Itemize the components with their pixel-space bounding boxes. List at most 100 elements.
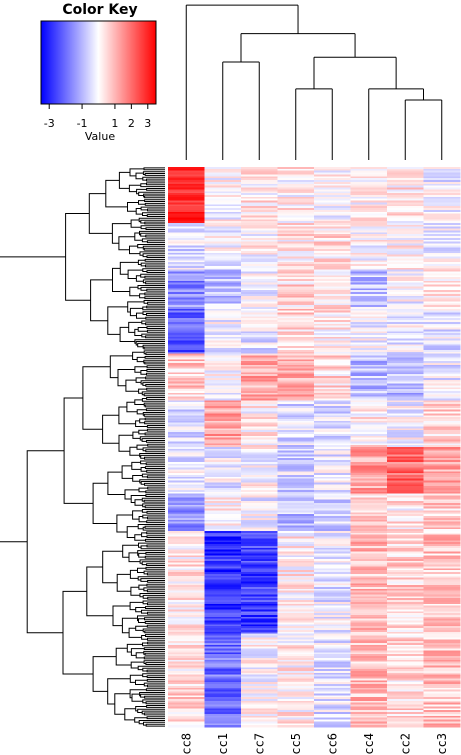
heatmap-cell [423, 671, 461, 674]
heatmap-cell [241, 377, 278, 381]
heatmap-cell [350, 633, 388, 636]
heatmap-cell [241, 628, 278, 631]
heatmap-cell [241, 519, 278, 522]
heatmap-cell [387, 717, 424, 720]
heatmap-cell [387, 265, 424, 269]
heatmap-cell [350, 532, 388, 536]
heatmap-cell [204, 275, 242, 278]
heatmap-cell [241, 620, 278, 623]
heatmap-cell [241, 213, 278, 216]
heatmap-cell [387, 553, 424, 556]
heatmap-cell [204, 391, 242, 394]
row-dendrogram-branch [146, 544, 165, 548]
heatmap-cell [387, 234, 424, 237]
heatmap-cell [314, 376, 351, 379]
heatmap-cell [277, 293, 315, 297]
row-dendrogram-branch [147, 611, 165, 615]
heatmap-cell [350, 521, 388, 524]
heatmap-cell [277, 346, 315, 349]
heatmap-cell [241, 512, 278, 515]
heatmap-cell [387, 473, 424, 476]
heatmap-cell [314, 426, 351, 429]
heatmap-cell [277, 377, 315, 381]
row-dendrogram-branch [127, 202, 139, 212]
heatmap-cell [168, 301, 205, 304]
heatmap-cell [241, 404, 278, 407]
heatmap-cell [277, 624, 315, 627]
row-dendrogram-branch [145, 490, 165, 494]
row-dendrogram-branch [136, 409, 147, 415]
heatmap-cell [423, 525, 461, 528]
heatmap-cell [423, 562, 461, 565]
heatmap-cell [423, 419, 461, 422]
heatmap-cell [387, 172, 424, 175]
heatmap-cell [314, 501, 351, 504]
heatmap-cell [168, 209, 205, 213]
heatmap-cell [168, 366, 205, 369]
heatmap-cell [423, 359, 461, 362]
heatmap-cell [204, 426, 242, 429]
heatmap-cell [204, 538, 242, 541]
heatmap-cell [277, 245, 315, 248]
heatmap-cell [204, 536, 242, 539]
row-dendrogram-branch [128, 184, 141, 193]
heatmap-cell [168, 536, 205, 539]
heatmap-cell [168, 708, 205, 711]
heatmap-cell [387, 359, 424, 362]
heatmap-cell [387, 241, 424, 244]
heatmap-cell [241, 254, 278, 257]
heatmap-cell [241, 465, 278, 468]
heatmap-cell [241, 413, 278, 416]
heatmap-cell [241, 523, 278, 526]
heatmap-cell [423, 693, 461, 696]
heatmap-cell [314, 615, 351, 618]
heatmap-cell [241, 209, 278, 213]
heatmap-cell [314, 667, 351, 670]
heatmap-cell [350, 258, 388, 261]
row-dendrogram-branch [144, 199, 165, 202]
heatmap-cell [423, 381, 461, 384]
heatmap-cell [423, 191, 461, 194]
heatmap-cell [204, 424, 242, 427]
heatmap-cell [168, 404, 205, 407]
heatmap-cell [350, 312, 388, 315]
heatmap-cell [277, 715, 315, 718]
heatmap-cell [350, 325, 388, 328]
heatmap-cell [168, 290, 205, 293]
heatmap-cell [350, 202, 388, 205]
heatmap-cell [168, 643, 205, 646]
heatmap-cell [314, 411, 351, 414]
heatmap-cell [314, 252, 351, 256]
heatmap-cell [241, 622, 278, 625]
heatmap-cell [168, 275, 205, 278]
heatmap-cell [241, 387, 278, 390]
heatmap-cell [350, 195, 388, 198]
heatmap-cell [277, 232, 315, 235]
heatmap-cell [350, 176, 388, 179]
heatmap-cell [314, 534, 351, 537]
heatmap-cell [350, 368, 388, 371]
heatmap-cell [350, 419, 388, 422]
heatmap-cell [277, 678, 315, 681]
heatmap-cell [168, 715, 205, 718]
heatmap-cell [241, 521, 278, 524]
heatmap-cell [168, 702, 205, 705]
row-dendrogram-branch [124, 489, 139, 500]
heatmap-cell [204, 215, 242, 218]
heatmap-cell [314, 700, 351, 704]
heatmap-cell [168, 503, 205, 506]
heatmap-cell [350, 447, 388, 450]
heatmap-cell [314, 193, 351, 196]
heatmap-cell [168, 628, 205, 631]
heatmap-cell [314, 385, 351, 388]
heatmap-cell [277, 531, 315, 534]
heatmap-cell [241, 504, 278, 508]
heatmap-cell [423, 335, 461, 338]
heatmap-cell [168, 549, 205, 552]
heatmap-cell [241, 525, 278, 528]
heatmap-cell [387, 527, 424, 530]
heatmap-cell [168, 327, 205, 330]
heatmap-cell [204, 430, 242, 433]
heatmap-cell [204, 672, 242, 676]
heatmap-cell [168, 448, 205, 452]
